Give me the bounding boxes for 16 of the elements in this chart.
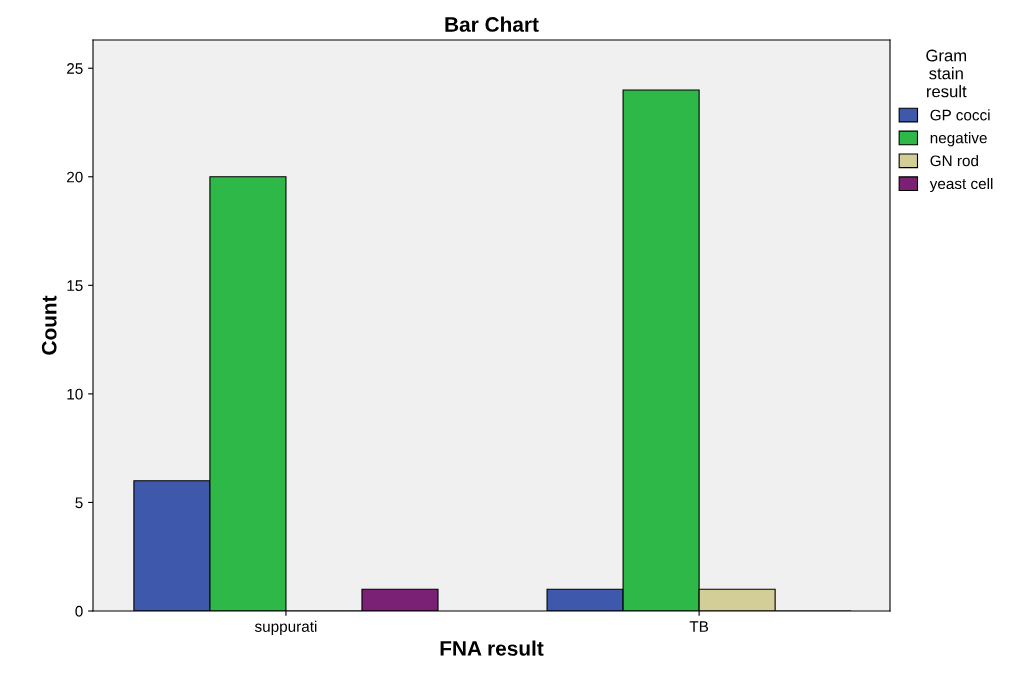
y-tick-label: 0 (75, 605, 83, 617)
legend-label: GN rod (930, 155, 978, 167)
x-axis-title: FNA result (440, 640, 544, 656)
legend-label: GP cocci (930, 109, 990, 121)
x-tick-label: suppurati (254, 620, 317, 635)
chart-title: Bar Chart (445, 16, 539, 32)
x-tick-label: TB (689, 621, 709, 632)
y-axis-title: Count (41, 295, 57, 355)
legend-label: yeast cell (929, 177, 993, 193)
legend-label: negative (930, 132, 987, 147)
y-tick-label: 15 (67, 280, 83, 292)
y-tick-label: 20 (67, 171, 83, 183)
y-tick-label: 5 (75, 497, 83, 509)
legend-title: Gram stain result (926, 49, 967, 98)
y-tick-label: 25 (67, 63, 83, 74)
y-tick-label: 10 (67, 388, 83, 400)
